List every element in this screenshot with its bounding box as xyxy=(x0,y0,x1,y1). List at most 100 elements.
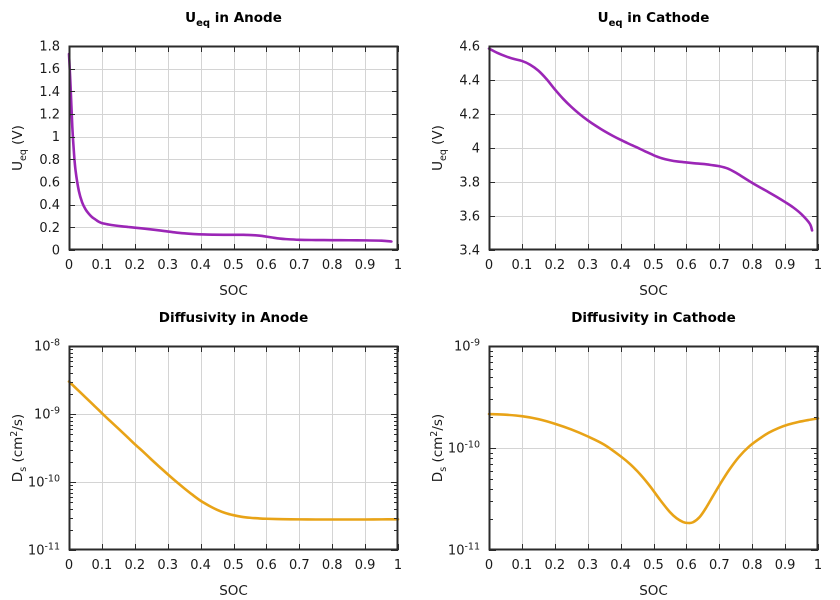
y-axis-label: Ueq (V) xyxy=(430,125,449,171)
x-tick-label: 0.7 xyxy=(709,558,730,573)
x-tick-label: 0.6 xyxy=(256,558,277,573)
tick-marks xyxy=(68,45,400,252)
x-tick-label: 0.5 xyxy=(643,258,664,273)
y-tick-label: 4.4 xyxy=(459,74,480,89)
x-tick-label: 0.5 xyxy=(223,558,244,573)
x-tick-label: 0.4 xyxy=(610,258,631,273)
plot-panel-ueq-anode: Ueq in Anode 0 0.1 0.2 0.3 0.4 0.5 0.6 0.7 0.8 0.9… xyxy=(0,0,420,300)
x-tick-label: 0 xyxy=(485,258,493,273)
panel-title: Diffusivity in Anode xyxy=(159,310,309,326)
data-series-line xyxy=(487,47,814,232)
x-tick-label: 0.4 xyxy=(190,558,211,573)
plot-panel-diffusivity-anode: Diffusivity in Anode 0 0.1 0.2 0.3 0.4 0.5 0.6 0… xyxy=(0,300,420,600)
x-tick-label: 0.8 xyxy=(742,258,763,273)
panel-title: Ueq in Anode xyxy=(185,10,282,29)
plot-svg-ueq-cathode: Ueq in Cathode 0 0.1 0.2 0.3 0.4 0.5 0.6 0.7 0.8 0… xyxy=(430,10,822,299)
x-tick-label: 0 xyxy=(65,558,73,573)
y-axis-label: Ds (cm2/s) xyxy=(429,414,449,482)
x-axis-label: SOC xyxy=(639,583,668,599)
x-tick-label: 0.7 xyxy=(289,558,310,573)
x-tick-label: 0.1 xyxy=(512,258,533,273)
x-tick-label: 0.4 xyxy=(190,258,211,273)
plot-svg-ueq-anode: Ueq in Anode 0 0.1 0.2 0.3 0.4 0.5 0.6 0.7 0.8 0.9… xyxy=(10,10,402,299)
y-tick-label: 10-10 xyxy=(448,440,480,457)
x-tick-label: 0.9 xyxy=(775,258,796,273)
tick-marks xyxy=(488,345,820,552)
plot-frame xyxy=(68,45,399,251)
x-tick-label: 0.7 xyxy=(709,258,730,273)
x-tick-label: 1 xyxy=(814,558,822,573)
y-tick-label: 10-11 xyxy=(28,542,60,559)
y-tick-label: 10-8 xyxy=(34,338,60,355)
x-tick-label: 0.7 xyxy=(289,258,310,273)
y-tick-label: 3.8 xyxy=(459,176,480,191)
tick-marks xyxy=(68,345,400,552)
panel-title: Diffusivity in Cathode xyxy=(571,310,736,326)
x-tick-label: 0 xyxy=(485,558,493,573)
y-axis-label: Ueq (V) xyxy=(10,125,29,171)
y-tick-label: 0.6 xyxy=(39,176,60,191)
x-tick-label: 1 xyxy=(394,258,402,273)
x-tick-label: 0.5 xyxy=(223,258,244,273)
y-tick-label: 1.6 xyxy=(39,62,60,77)
tick-marks xyxy=(488,45,820,252)
x-tick-label: 0.1 xyxy=(512,558,533,573)
plot-svg-diffusivity-cathode: Diffusivity in Cathode 0 0.1 0.2 0.3 0.4 0.5 0.… xyxy=(429,310,822,599)
x-axis-label: SOC xyxy=(219,283,248,299)
x-tick-label: 0.4 xyxy=(610,558,631,573)
y-tick-label: 4.6 xyxy=(459,40,480,55)
y-tick-label: 3.4 xyxy=(459,244,480,259)
y-tick-label: 1.8 xyxy=(39,40,60,55)
plot-panel-ueq-cathode: Ueq in Cathode 0 0.1 0.2 0.3 0.4 0.5 0.6 0.7 0.8 0… xyxy=(420,0,840,300)
x-tick-label: 0.9 xyxy=(355,558,376,573)
x-tick-label: 0.2 xyxy=(544,258,565,273)
x-tick-label: 0.3 xyxy=(577,258,598,273)
y-tick-label: 0 xyxy=(52,244,60,259)
x-tick-label: 0.8 xyxy=(322,258,343,273)
x-tick-label: 0.2 xyxy=(124,558,145,573)
y-tick-label: 10-11 xyxy=(448,542,480,559)
x-axis-label: SOC xyxy=(219,583,248,599)
y-tick-label: 10-9 xyxy=(454,338,480,355)
plot-frame xyxy=(68,345,399,551)
x-tick-label: 1 xyxy=(814,258,822,273)
y-tick-label: 1.2 xyxy=(39,108,60,123)
x-tick-label: 0.5 xyxy=(643,558,664,573)
x-tick-label: 0.2 xyxy=(544,558,565,573)
x-tick-label: 0.1 xyxy=(92,558,113,573)
x-axis-label: SOC xyxy=(639,283,668,299)
data-series-line xyxy=(67,380,400,521)
x-tick-label: 0 xyxy=(65,258,73,273)
x-tick-label: 0.8 xyxy=(322,558,343,573)
panel-title: Ueq in Cathode xyxy=(598,10,710,29)
y-tick-label: 4.2 xyxy=(459,108,480,123)
y-tick-label: 0.2 xyxy=(39,221,60,236)
x-tick-label: 1 xyxy=(394,558,402,573)
x-tick-label: 0.9 xyxy=(355,258,376,273)
grid-lines xyxy=(69,346,398,550)
x-tick-label: 0.8 xyxy=(742,558,763,573)
data-series-line xyxy=(487,412,820,525)
y-tick-label: 10-9 xyxy=(34,406,60,423)
x-tick-label: 0.3 xyxy=(157,558,178,573)
x-tick-label: 0.2 xyxy=(124,258,145,273)
grid-lines xyxy=(69,46,398,250)
x-tick-label: 0.6 xyxy=(676,558,697,573)
x-tick-label: 0.3 xyxy=(577,558,598,573)
y-tick-label: 1.4 xyxy=(39,85,60,100)
y-tick-label: 0.4 xyxy=(39,198,60,213)
x-tick-label: 0.9 xyxy=(775,558,796,573)
x-tick-label: 0.6 xyxy=(256,258,277,273)
y-axis-label: Ds (cm2/s) xyxy=(9,414,29,482)
grid-lines xyxy=(489,346,818,550)
x-tick-label: 0.1 xyxy=(92,258,113,273)
plot-panel-diffusivity-cathode: Diffusivity in Cathode 0 0.1 0.2 0.3 0.4 0.5 0.… xyxy=(420,300,840,600)
y-tick-label: 4 xyxy=(472,142,480,157)
y-tick-label: 10-10 xyxy=(28,474,60,491)
data-series-line xyxy=(67,52,393,243)
y-tick-label: 1 xyxy=(52,130,60,145)
y-tick-label: 3.6 xyxy=(459,210,480,225)
grid-lines xyxy=(489,46,818,250)
x-tick-label: 0.6 xyxy=(676,258,697,273)
